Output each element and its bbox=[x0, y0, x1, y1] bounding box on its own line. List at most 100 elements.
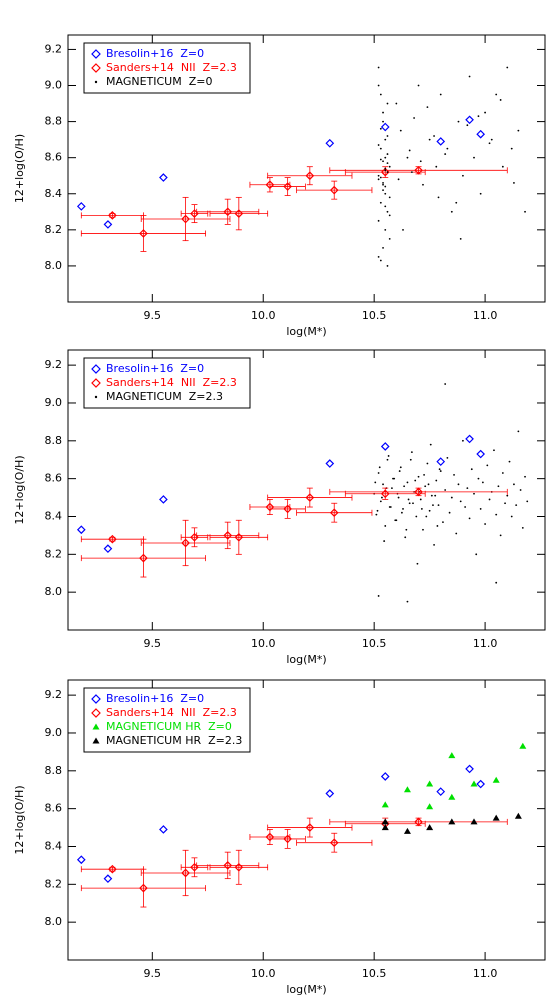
point bbox=[413, 117, 416, 119]
point bbox=[377, 66, 380, 69]
point bbox=[382, 183, 384, 186]
point bbox=[329, 508, 339, 518]
point bbox=[283, 834, 292, 844]
point bbox=[402, 228, 404, 231]
point bbox=[388, 196, 391, 199]
point bbox=[513, 483, 515, 486]
point bbox=[388, 214, 391, 217]
point bbox=[436, 787, 446, 796]
point bbox=[382, 483, 384, 486]
point bbox=[379, 147, 382, 150]
point bbox=[381, 824, 389, 831]
x-tick-label: 11.0 bbox=[473, 967, 498, 980]
point bbox=[377, 472, 380, 474]
point bbox=[408, 502, 411, 505]
point bbox=[234, 532, 244, 542]
point bbox=[108, 211, 117, 220]
point bbox=[377, 174, 380, 177]
point bbox=[459, 237, 462, 240]
point bbox=[470, 818, 478, 825]
x-tick-label: 9.5 bbox=[144, 637, 162, 650]
point bbox=[377, 178, 380, 181]
point bbox=[479, 508, 482, 510]
y-tick-label: 8.0 bbox=[45, 915, 63, 928]
point bbox=[414, 487, 423, 497]
point bbox=[521, 526, 524, 529]
x-axis-label: log(M*) bbox=[286, 983, 326, 996]
y-tick-label: 8.2 bbox=[45, 223, 63, 236]
point bbox=[417, 84, 420, 87]
point bbox=[436, 525, 439, 527]
point bbox=[439, 93, 442, 96]
point bbox=[379, 158, 382, 161]
legend-label: Sanders+14 NII Z=2.3 bbox=[106, 61, 237, 74]
point bbox=[394, 519, 397, 522]
point bbox=[376, 509, 379, 512]
y-tick-label: 9.0 bbox=[45, 726, 63, 739]
point bbox=[519, 742, 527, 749]
point bbox=[398, 470, 401, 472]
point bbox=[484, 111, 486, 114]
y-tick-label: 8.0 bbox=[45, 259, 63, 272]
point bbox=[380, 489, 390, 499]
point bbox=[462, 439, 464, 442]
point bbox=[430, 494, 433, 497]
point bbox=[477, 477, 480, 480]
point bbox=[476, 449, 486, 459]
point bbox=[397, 496, 400, 499]
point bbox=[379, 176, 382, 179]
point bbox=[181, 538, 190, 548]
point bbox=[374, 481, 377, 484]
point bbox=[386, 210, 389, 213]
point bbox=[490, 138, 493, 141]
point bbox=[381, 496, 383, 499]
point bbox=[513, 182, 515, 184]
legend-label: Sanders+14 NII Z=2.3 bbox=[106, 376, 237, 389]
legend-label: MAGNETICUM HR Z=2.3 bbox=[106, 734, 242, 747]
point bbox=[448, 752, 456, 759]
point bbox=[399, 466, 402, 469]
point bbox=[450, 210, 453, 213]
point bbox=[517, 129, 520, 132]
legend-marker bbox=[94, 395, 98, 399]
point bbox=[181, 868, 190, 878]
point bbox=[426, 106, 429, 109]
legend-label: Bresolin+16 Z=0 bbox=[106, 692, 204, 705]
legend-marker bbox=[92, 723, 100, 730]
point bbox=[426, 780, 434, 787]
point bbox=[406, 600, 409, 603]
point bbox=[377, 595, 380, 597]
point bbox=[76, 525, 86, 535]
point bbox=[407, 498, 410, 501]
point bbox=[386, 162, 389, 164]
point bbox=[139, 883, 148, 893]
point bbox=[380, 122, 390, 132]
point bbox=[504, 502, 506, 505]
point bbox=[159, 495, 168, 504]
point bbox=[457, 483, 460, 486]
point bbox=[444, 153, 447, 155]
plot-frame bbox=[67, 679, 546, 961]
x-tick-label: 11.0 bbox=[473, 637, 498, 650]
legend-marker bbox=[91, 708, 101, 718]
y-axis-label: 12+log(O/H) bbox=[13, 134, 26, 203]
point bbox=[499, 99, 502, 101]
point bbox=[391, 487, 393, 490]
point bbox=[510, 147, 513, 150]
point bbox=[325, 789, 335, 798]
y-tick-label: 9.2 bbox=[45, 42, 63, 55]
point bbox=[379, 127, 382, 130]
point bbox=[139, 553, 148, 563]
legend-label: MAGNETICUM HR Z=0 bbox=[106, 720, 232, 733]
point bbox=[403, 786, 411, 793]
point bbox=[448, 793, 456, 800]
x-tick-label: 10.0 bbox=[251, 309, 276, 322]
point bbox=[412, 502, 414, 505]
point bbox=[526, 500, 529, 503]
y-tick-label: 8.4 bbox=[45, 509, 63, 522]
legend-box bbox=[83, 687, 251, 753]
y-axis-label: 12+log(O/H) bbox=[13, 455, 26, 524]
x-tick-label: 9.5 bbox=[144, 309, 162, 322]
point bbox=[386, 265, 389, 267]
point bbox=[465, 115, 474, 125]
